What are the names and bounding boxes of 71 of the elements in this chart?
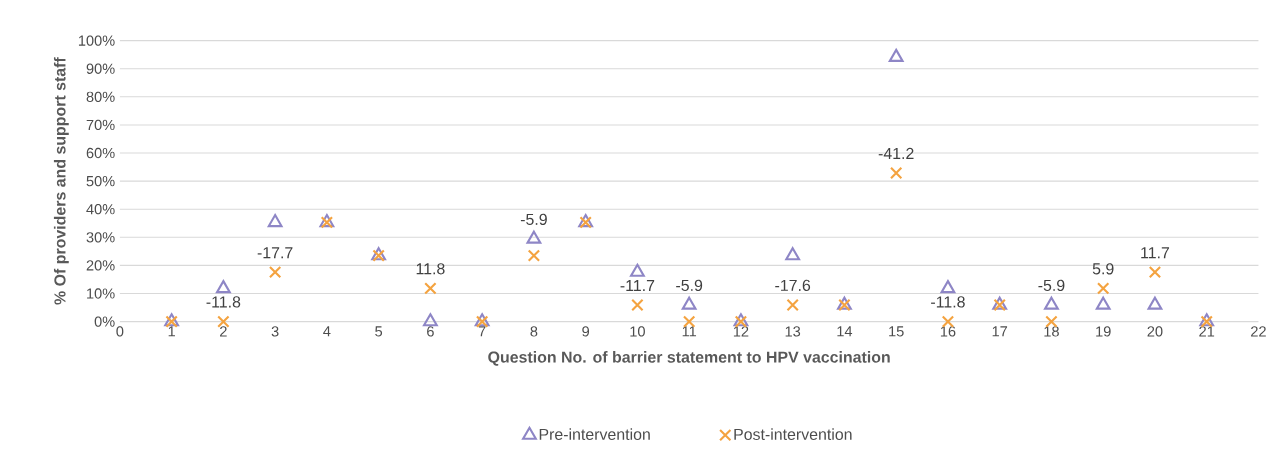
- x-tick-label: 3: [271, 326, 279, 337]
- x-tick-label: 11: [682, 326, 697, 337]
- x-tick-label: 12: [733, 326, 749, 337]
- x-tick-label: 9: [582, 326, 590, 337]
- x-tick-label: 10: [630, 326, 645, 337]
- legend-label: Post-intervention: [734, 428, 852, 440]
- y-tick-label: 100%: [78, 35, 115, 46]
- y-tick-label: 60%: [86, 147, 115, 158]
- x-tick-label: 19: [1096, 326, 1111, 337]
- y-tick-label: 90%: [86, 63, 115, 74]
- x-tick-label: 14: [837, 326, 853, 337]
- y-tick-label: 50%: [86, 175, 115, 187]
- y-axis-title: % Of providers and support staff: [53, 57, 69, 305]
- legend-label: Pre-intervention: [539, 428, 650, 440]
- annotation: -11.8: [931, 296, 965, 308]
- point: [630, 263, 645, 277]
- point: [1044, 296, 1059, 310]
- x-tick-label: 18: [1044, 326, 1059, 337]
- y-tick-label: 40%: [86, 203, 115, 215]
- point: [526, 230, 542, 244]
- y-tick-label: 70%: [86, 119, 115, 130]
- x-tick-label: 22: [1251, 326, 1266, 337]
- x-tick-label: 2: [220, 326, 227, 337]
- point: [786, 298, 799, 312]
- x-tick-label: 4: [323, 326, 331, 337]
- annotation: -5.9: [676, 279, 703, 291]
- point: [527, 249, 541, 262]
- annotation: 5.9: [1092, 262, 1114, 275]
- x-tick-label: 13: [785, 326, 801, 337]
- point: [940, 279, 956, 293]
- annotation: 11.7: [1141, 246, 1170, 258]
- point: [889, 166, 903, 179]
- annotation: -17.6: [775, 279, 811, 291]
- point: [1095, 296, 1111, 310]
- x-tick-label: 1: [168, 326, 175, 337]
- annotation: -17.7: [257, 246, 293, 258]
- x-tick-label: 21: [1199, 326, 1215, 337]
- point: [215, 279, 231, 293]
- point: [217, 315, 230, 328]
- point: [681, 296, 697, 310]
- point: [424, 281, 437, 295]
- point: [631, 298, 644, 312]
- annotation: -11.7: [620, 279, 655, 291]
- y-tick-label: 80%: [86, 91, 115, 102]
- annotation: 11.8: [416, 262, 445, 275]
- point: [785, 246, 801, 261]
- y-tick-label: 10%: [87, 288, 115, 299]
- y-tick-label: 30%: [86, 231, 115, 243]
- y-tick-label: 20%: [86, 260, 115, 271]
- x-tick-label: 16: [940, 326, 956, 337]
- x-tick-label: 5: [375, 326, 383, 337]
- x-tick-label: 0: [116, 326, 124, 337]
- point: [888, 48, 904, 62]
- point: [1148, 265, 1162, 279]
- x-tick-label: 17: [992, 326, 1008, 337]
- x-tick-label: 7: [478, 326, 486, 337]
- annotation: -5.9: [1038, 279, 1065, 291]
- point: [268, 265, 282, 279]
- x-tick-label: 15: [889, 326, 904, 337]
- point: [267, 213, 283, 227]
- x-axis-title: Question No. of barrier statement to HPV vaccination: [488, 350, 890, 366]
- point: [1147, 296, 1163, 310]
- annotation: -11.8: [206, 296, 241, 308]
- x-tick-label: 20: [1147, 326, 1163, 337]
- y-tick-label: 0%: [94, 316, 115, 327]
- x-tick-label: 6: [427, 326, 434, 337]
- x-tick-label: 8: [530, 326, 538, 337]
- point: [1096, 281, 1110, 295]
- point: [422, 312, 438, 327]
- annotation: -5.9: [520, 213, 547, 225]
- annotation: -41.2: [878, 147, 914, 159]
